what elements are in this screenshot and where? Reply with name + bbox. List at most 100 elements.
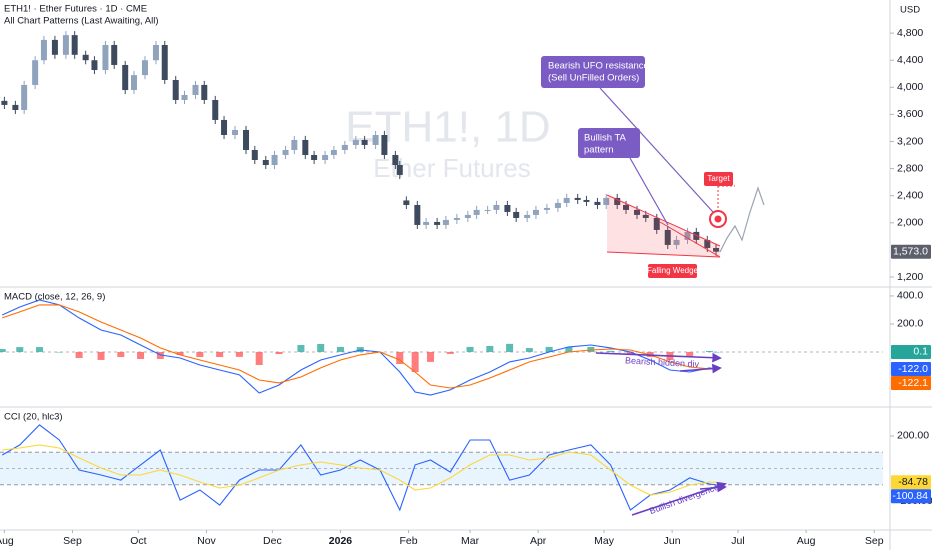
callout-text: Bearish UFO resistance (548, 61, 649, 72)
histogram-bar (137, 351, 145, 359)
x-tick-label: Mar (461, 535, 480, 547)
histogram-bar (705, 350, 713, 352)
histogram-bar (712, 351, 720, 353)
candle-body (513, 211, 520, 218)
chart-subtitle: All Chart Patterns (Last Awaiting, All) (4, 16, 159, 27)
candle-body (91, 60, 98, 71)
x-tick-label: Jun (664, 535, 681, 547)
y-tick-label: 2,800 (897, 162, 923, 174)
candle-body (372, 134, 379, 145)
projection (719, 186, 765, 253)
candle-body (484, 209, 491, 211)
histogram-bar (0, 349, 6, 352)
candle-body (302, 139, 309, 155)
candle-body (152, 44, 159, 61)
x-tick-label: Jul (731, 535, 744, 547)
candle-body (532, 209, 539, 215)
candle-body (633, 209, 640, 215)
y-tick-label: 200.0 (897, 318, 923, 330)
wedge-base (606, 251, 721, 258)
candle-body (291, 139, 298, 150)
target-dot (714, 215, 722, 223)
candle-body (172, 79, 179, 100)
wedge-upper (606, 194, 721, 247)
value-badge (891, 362, 931, 377)
pattern-box (648, 264, 697, 278)
candle-body (453, 217, 460, 220)
histogram-bar (411, 351, 419, 372)
candle-body (434, 221, 441, 225)
chart-title: ETH1! · Ether Futures · 1D · CME (4, 4, 147, 15)
value-badge (891, 244, 931, 259)
candle-body (62, 35, 69, 55)
candle-body (1, 100, 8, 105)
wedge-lower (659, 221, 721, 258)
candle-body (442, 219, 449, 225)
x-tick-label: Sep (865, 535, 884, 547)
candle-body (563, 197, 570, 203)
cci-band (0, 452, 883, 485)
y-tick-label: 2,400 (897, 189, 923, 201)
histogram-bar (235, 351, 243, 357)
x-tick-label: Apr (530, 535, 547, 547)
candle-body (423, 221, 430, 225)
watermark: ETH1!, 1D (345, 103, 550, 152)
candle-body (221, 119, 228, 135)
callout-pointer (599, 87, 714, 213)
candle-body (414, 204, 421, 225)
candle-body (192, 84, 199, 95)
x-tick-label: 2026 (329, 535, 353, 547)
callout-box (578, 128, 640, 158)
candle-body (583, 199, 590, 202)
value-badge-label: 1,573.0 (893, 245, 928, 257)
histogram-bar (626, 351, 634, 354)
histogram-bar (97, 351, 105, 360)
indicator-line (2, 444, 717, 496)
histogram-bar (275, 351, 283, 355)
candle-body (341, 144, 348, 150)
x-tick-label: Aug (0, 535, 14, 547)
candle-body (330, 149, 337, 155)
candle-body (111, 44, 118, 65)
divergence-arrow (631, 481, 727, 516)
x-tick-label: Oct (130, 535, 146, 547)
y-tick-label: 4,000 (897, 81, 923, 93)
value-badge-label: -122.0 (898, 363, 928, 375)
candle-body (524, 214, 531, 218)
candle-body (396, 165, 403, 175)
histogram-bar (36, 347, 44, 352)
candle-body (311, 154, 318, 160)
x-tick-label: Nov (197, 535, 216, 547)
y-tick-label: 3,600 (897, 108, 923, 120)
candle-body (243, 129, 250, 150)
candle-body (201, 84, 208, 100)
histogram-bar (525, 348, 533, 352)
callout-text: (Sell UnFilled Orders) (548, 73, 639, 84)
candle-body (130, 75, 137, 91)
candle-body (361, 139, 368, 145)
value-badge (891, 489, 931, 504)
indicator-line (1, 299, 717, 396)
candle-body (574, 197, 581, 200)
y-tick-label: 4,400 (897, 54, 923, 66)
candle-body (594, 201, 601, 205)
candle-body (554, 202, 561, 208)
candle-body (12, 104, 19, 111)
pane-title: MACD (close, 12, 26, 9) (4, 292, 105, 303)
histogram-bar (427, 351, 435, 362)
x-tick-label: Aug (797, 535, 816, 547)
pane-title: CCI (20, hlc3) (4, 412, 63, 423)
candle-body (713, 247, 720, 252)
indicator-line (1, 424, 717, 512)
histogram-bar (196, 351, 204, 358)
candle-body (642, 214, 649, 218)
plot-area (0, 31, 883, 512)
candle-body (141, 60, 148, 76)
candle-body (251, 149, 258, 160)
histogram-bar (16, 347, 24, 352)
value-badge (891, 475, 931, 490)
pattern-label: Falling Wedge (647, 266, 699, 275)
candle-body (21, 84, 28, 111)
value-badge-label: -122.1 (898, 377, 928, 389)
